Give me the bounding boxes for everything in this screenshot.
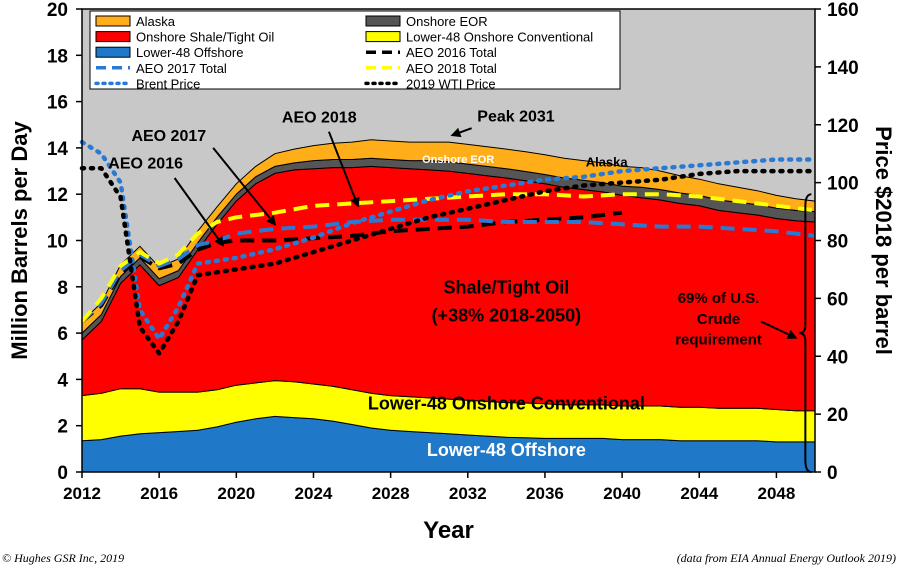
y-axis-title: Million Barrels per Day	[7, 121, 32, 360]
line-brent-price	[79, 139, 818, 342]
axes: 2012 2016 2020 2024 2028 2032 2036 2040 2044 2048…	[47, 0, 859, 503]
annotation-peak-2031: Peak 2031	[477, 108, 555, 125]
arrow-aeo-2016	[173, 177, 224, 247]
legend-label-2019-wti-price: 2019 WTI Price	[406, 76, 496, 91]
y2-tick-label-120: 120	[827, 116, 859, 137]
credit-right: (data from EIA Annual Energy Outlook 201…	[676, 551, 896, 565]
annotation-crude: Crude	[697, 311, 740, 328]
legend-label-brent-price: Brent Price	[136, 76, 200, 91]
legend-swatch-lower-48-offshore	[95, 46, 131, 58]
credit-left: © Hughes GSR Inc, 2019	[2, 551, 125, 565]
y2-tick-label-0: 0	[827, 463, 838, 484]
legend-swatch-lower-48-onshore-conventional	[365, 31, 401, 43]
y-tick-label-2: 2	[57, 417, 68, 438]
annotation-shale-tight-oil: Shale/Tight Oil	[444, 278, 570, 298]
annotations: Shale/Tight Oil (+38% 2018-2050) Lower-48 …	[108, 108, 812, 473]
legend-box	[89, 10, 621, 90]
y-tick-label-16: 16	[47, 93, 68, 114]
arrow-aeo-2017	[212, 147, 277, 226]
y-tick-label-4: 4	[57, 370, 68, 391]
annotation-alaska: Alaska	[586, 154, 629, 169]
line-2019-wti-price	[79, 165, 818, 356]
legend-label-aeo-2017-total: AEO 2017 Total	[136, 61, 227, 76]
legend-label-lower-48-offshore: Lower-48 Offshore	[136, 45, 243, 60]
y-tick-label-20: 20	[47, 0, 68, 21]
x-tick-label-2032: 2032	[449, 484, 487, 503]
annotation-aeo-2017: AEO 2017	[131, 128, 206, 145]
annotation-lower-48-offshore: Lower-48 Offshore	[427, 440, 586, 460]
annotation-69-of-u-s: 69% of U.S.	[678, 290, 760, 307]
y2-tick-label-100: 100	[827, 174, 859, 195]
y-tick-label-14: 14	[47, 139, 69, 160]
y2-tick-label-140: 140	[827, 58, 859, 79]
y2-tick-label-60: 60	[827, 289, 848, 310]
annotation-lower-48-onshore-conventional: Lower-48 Onshore Conventional	[368, 393, 645, 413]
legend-label-onshore-eor: Onshore EOR	[406, 14, 488, 29]
x-axis-title: Year	[423, 517, 474, 544]
legend-label-onshore-shale-tight-oil: Onshore Shale/Tight Oil	[136, 30, 274, 45]
x-tick-label-2016: 2016	[140, 484, 178, 503]
line-aeo-2018-total	[80, 192, 816, 323]
legend-label-alaska: Alaska	[136, 14, 176, 29]
legend-label-aeo-2018-total: AEO 2018 Total	[406, 61, 497, 76]
y2-tick-label-40: 40	[827, 347, 848, 368]
legend-swatch-alaska	[95, 15, 131, 27]
annotation-requirement: requirement	[675, 332, 762, 349]
x-tick-label-2044: 2044	[680, 484, 718, 503]
forecast-and-price-lines	[79, 139, 818, 356]
annotation-aeo-2018: AEO 2018	[282, 109, 357, 126]
x-tick-label-2040: 2040	[603, 484, 641, 503]
legend-swatch-onshore-eor	[365, 15, 401, 27]
arrow-aeo-2018	[327, 131, 360, 208]
legend-label-aeo-2016-total: AEO 2016 Total	[406, 45, 497, 60]
legend: Alaska Onshore EOR Onshore Shale/Tight Oil…	[89, 10, 621, 91]
annotation-onshore-eor: Onshore EOR	[422, 154, 494, 166]
legend-swatch-onshore-shale-tight-oil	[95, 31, 131, 43]
x-tick-label-2020: 2020	[217, 484, 255, 503]
x-tick-label-2012: 2012	[63, 484, 101, 503]
y-tick-label-8: 8	[57, 278, 68, 299]
line-aeo-2017-total	[80, 217, 816, 323]
annotation-aeo-2016: AEO 2016	[108, 156, 183, 173]
x-tick-label-2048: 2048	[758, 484, 796, 503]
y2-axis-title: Price $2018 per barrel	[871, 126, 896, 355]
arrow-peak-2031	[450, 127, 472, 138]
y2-tick-label-160: 160	[827, 0, 859, 21]
y-tick-label-18: 18	[47, 46, 68, 67]
y-tick-label-10: 10	[47, 232, 68, 253]
y2-tick-label-80: 80	[827, 232, 848, 253]
annotation-38-2018-2050: (+38% 2018-2050)	[432, 306, 582, 326]
x-tick-label-2024: 2024	[295, 484, 333, 503]
legend-label-lower-48-onshore-conventional: Lower-48 Onshore Conventional	[406, 30, 593, 45]
y-tick-label-0: 0	[57, 463, 68, 484]
y2-tick-label-20: 20	[827, 405, 848, 426]
y-tick-label-12: 12	[47, 185, 68, 206]
x-tick-label-2036: 2036	[526, 484, 564, 503]
arrow-69-of-u-s-crude-requirement	[760, 320, 798, 339]
x-tick-label-2028: 2028	[372, 484, 410, 503]
y-tick-label-6: 6	[57, 324, 68, 345]
